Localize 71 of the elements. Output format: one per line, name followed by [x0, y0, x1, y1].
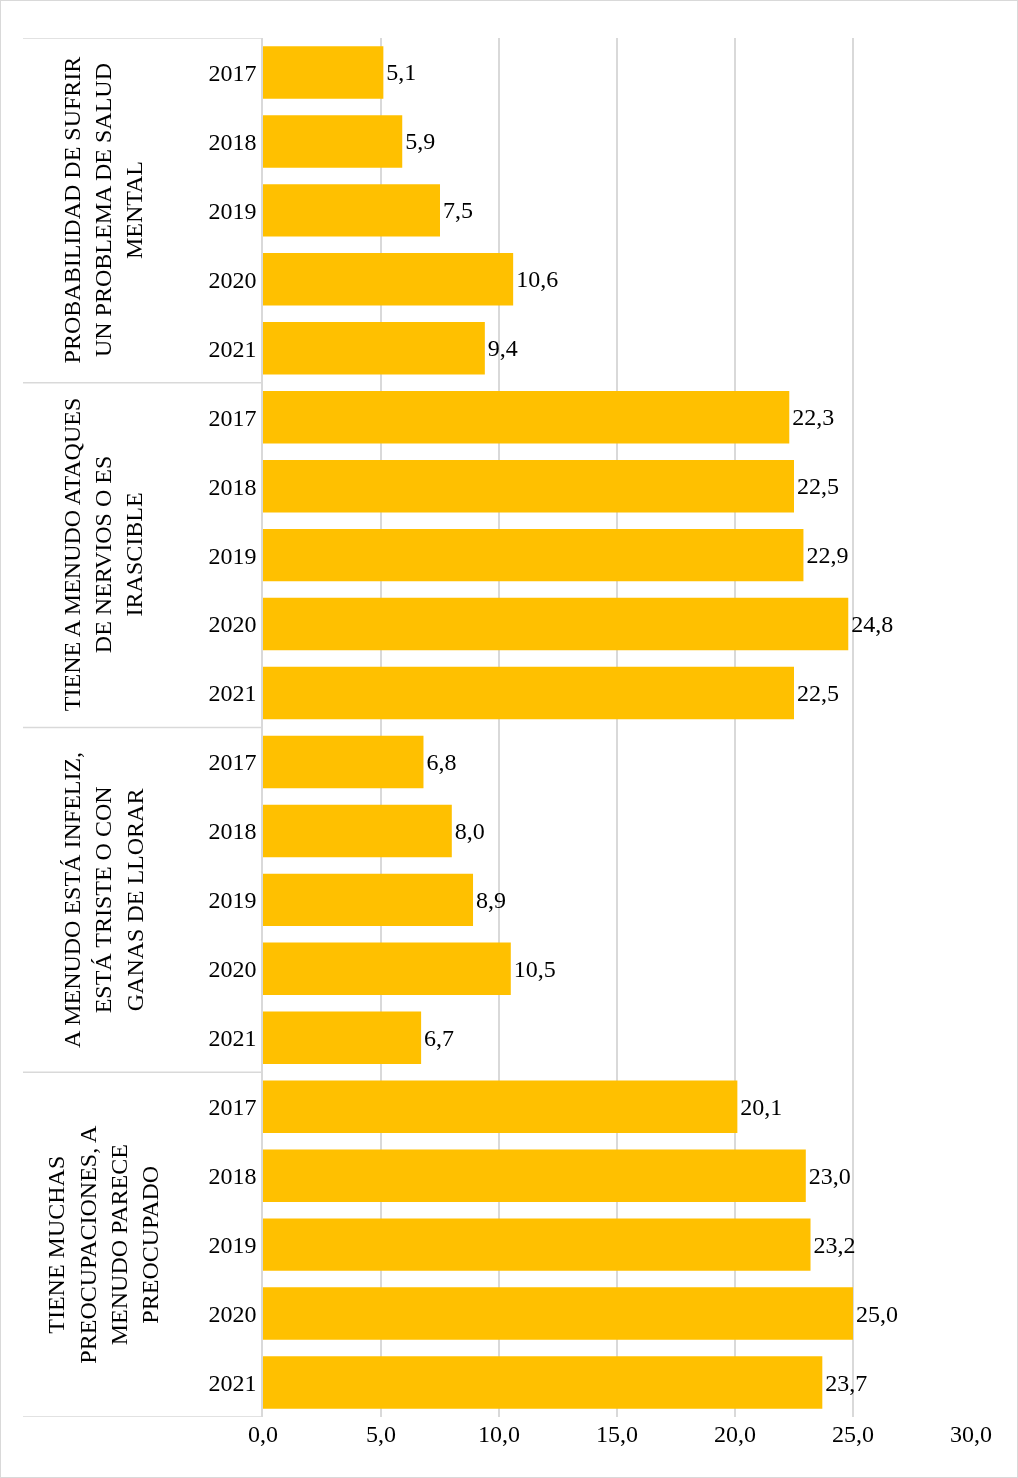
data-label: 23,2	[813, 1231, 856, 1258]
y-tick-label: 2020	[208, 956, 257, 983]
x-tick-label: 20,0	[714, 1421, 756, 1447]
data-label: 5,1	[386, 59, 417, 86]
y-tick-label: 2019	[208, 887, 257, 914]
y-tick-label: 2021	[208, 1369, 257, 1396]
data-label: 23,0	[808, 1162, 851, 1189]
data-label: 22,5	[797, 473, 839, 500]
bar	[263, 1287, 853, 1340]
y-tick-label: 2019	[208, 1232, 257, 1259]
bar	[263, 46, 384, 99]
x-tick-label: 30,0	[950, 1421, 992, 1447]
data-label: 8,0	[454, 817, 485, 844]
y-tick-label: 2020	[208, 266, 257, 293]
x-tick-label: 15,0	[596, 1421, 638, 1447]
y-tick-label: 2018	[208, 128, 257, 155]
y-tick-label: 2021	[208, 680, 257, 707]
data-label: 20,1	[740, 1093, 783, 1120]
bar	[263, 1011, 422, 1064]
bar	[263, 391, 790, 444]
bar	[263, 666, 794, 720]
data-label: 23,7	[825, 1369, 868, 1396]
data-label: 10,6	[516, 266, 559, 293]
bar	[263, 253, 514, 306]
y-tick-label: 2020	[208, 1300, 257, 1327]
bar	[263, 1080, 738, 1133]
y-tick-label: 2017	[208, 404, 257, 431]
x-tick-label: 25,0	[832, 1421, 874, 1447]
bar	[263, 1356, 823, 1409]
bar	[263, 528, 804, 582]
data-label: 10,5	[513, 955, 556, 982]
text: TIENE A MENUDO ATAQUES DE NERVIOS O ES IRASCIBLE	[58, 397, 148, 712]
data-label: 22,9	[806, 542, 849, 569]
y-tick-label: 2020	[208, 611, 257, 638]
data-label: 25,0	[856, 1300, 898, 1327]
bar	[263, 184, 440, 237]
y-tick-label: 2017	[208, 59, 257, 86]
y-tick-label: 2019	[208, 197, 257, 224]
bar	[263, 873, 474, 927]
data-label: 24,8	[851, 611, 894, 638]
bar	[263, 459, 794, 513]
x-tick-label: 5,0	[366, 1421, 396, 1447]
bar	[263, 322, 485, 375]
data-label: 22,3	[792, 404, 835, 431]
y-tick-label: 2017	[208, 749, 257, 776]
text: A MENUDO ESTÁ INFELIZ, ESTÁ TRISTE O CON GANAS DE LLORAR	[59, 751, 148, 1048]
bar	[263, 1218, 811, 1271]
text: TIENE MUCHAS PREOCUPACIONES, A MENUDO PARECE PREOCUPADO	[43, 1125, 163, 1364]
data-label: 6,7	[424, 1024, 455, 1051]
bar	[263, 597, 849, 651]
bar	[263, 735, 424, 789]
y-tick-label: 2017	[208, 1094, 257, 1121]
data-label: 7,5	[443, 197, 473, 224]
bar	[263, 804, 452, 858]
data-label: 22,5	[797, 680, 839, 707]
y-tick-label: 2018	[208, 1163, 257, 1190]
y-tick-label: 2021	[208, 1025, 257, 1052]
data-label: 9,4	[487, 335, 518, 362]
x-tick-label: 0,0	[248, 1421, 278, 1447]
data-label: 6,8	[426, 748, 457, 775]
bar	[263, 1149, 806, 1202]
bar	[263, 115, 403, 168]
data-label: 8,9	[476, 886, 507, 913]
y-tick-label: 2021	[208, 335, 257, 362]
y-tick-label: 2018	[208, 818, 257, 845]
y-tick-label: 2018	[208, 473, 257, 500]
data-label: 5,9	[405, 128, 436, 155]
x-tick-label: 10,0	[478, 1421, 520, 1447]
y-tick-label: 2019	[208, 542, 257, 569]
bar	[263, 942, 511, 996]
text: PROBABILIDAD DE SUFRIR UN PROBLEMA DE SALUD MENTAL	[58, 56, 148, 364]
